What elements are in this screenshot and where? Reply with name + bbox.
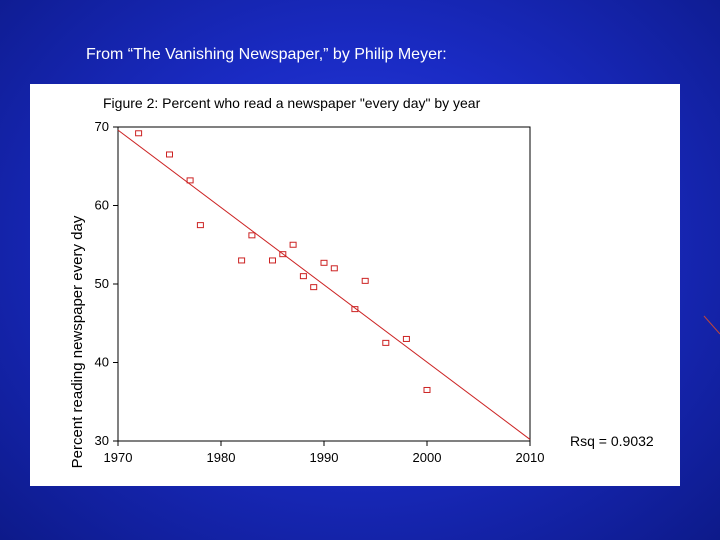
y-tick-label: 30 xyxy=(95,433,109,448)
data-point xyxy=(238,257,246,264)
rsq-annotation: Rsq = 0.9032 xyxy=(570,433,654,449)
x-tick-label: 1970 xyxy=(104,450,133,465)
data-point xyxy=(196,222,204,229)
data-point xyxy=(289,241,297,248)
data-point xyxy=(248,232,256,239)
y-tick-label: 40 xyxy=(95,355,109,370)
y-tick-label: 60 xyxy=(95,198,109,213)
data-point xyxy=(186,177,194,184)
data-point xyxy=(423,386,431,393)
y-axis-label: Percent reading newspaper every day xyxy=(69,215,86,468)
data-point xyxy=(351,306,359,313)
plot-frame xyxy=(117,126,531,442)
data-point xyxy=(330,265,338,272)
chart-panel: Figure 2: Percent who read a newspaper "… xyxy=(30,84,680,486)
data-point xyxy=(269,257,276,264)
regression-line xyxy=(117,129,531,440)
data-point xyxy=(361,277,369,284)
chart-title: Figure 2: Percent who read a newspaper "… xyxy=(103,95,481,111)
x-tick-label: 1990 xyxy=(310,450,339,465)
data-point xyxy=(382,339,390,346)
y-tick-label: 70 xyxy=(95,119,109,134)
data-point xyxy=(135,130,143,137)
x-tick-label: 2010 xyxy=(516,450,545,465)
data-point xyxy=(166,151,173,158)
scatter-chart: Figure 2: Percent who read a newspaper "… xyxy=(69,95,654,468)
data-point xyxy=(279,251,287,258)
data-point xyxy=(310,284,318,291)
x-tick-label: 2000 xyxy=(413,450,442,465)
data-point xyxy=(320,259,328,266)
y-tick-label: 50 xyxy=(95,276,109,291)
x-tick-label: 1980 xyxy=(207,450,236,465)
data-point xyxy=(402,335,410,342)
data-point xyxy=(299,273,307,280)
slide-title: From “The Vanishing Newspaper,” by Phili… xyxy=(86,46,447,63)
